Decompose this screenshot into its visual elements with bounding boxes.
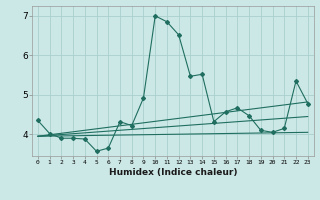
X-axis label: Humidex (Indice chaleur): Humidex (Indice chaleur) (108, 168, 237, 177)
